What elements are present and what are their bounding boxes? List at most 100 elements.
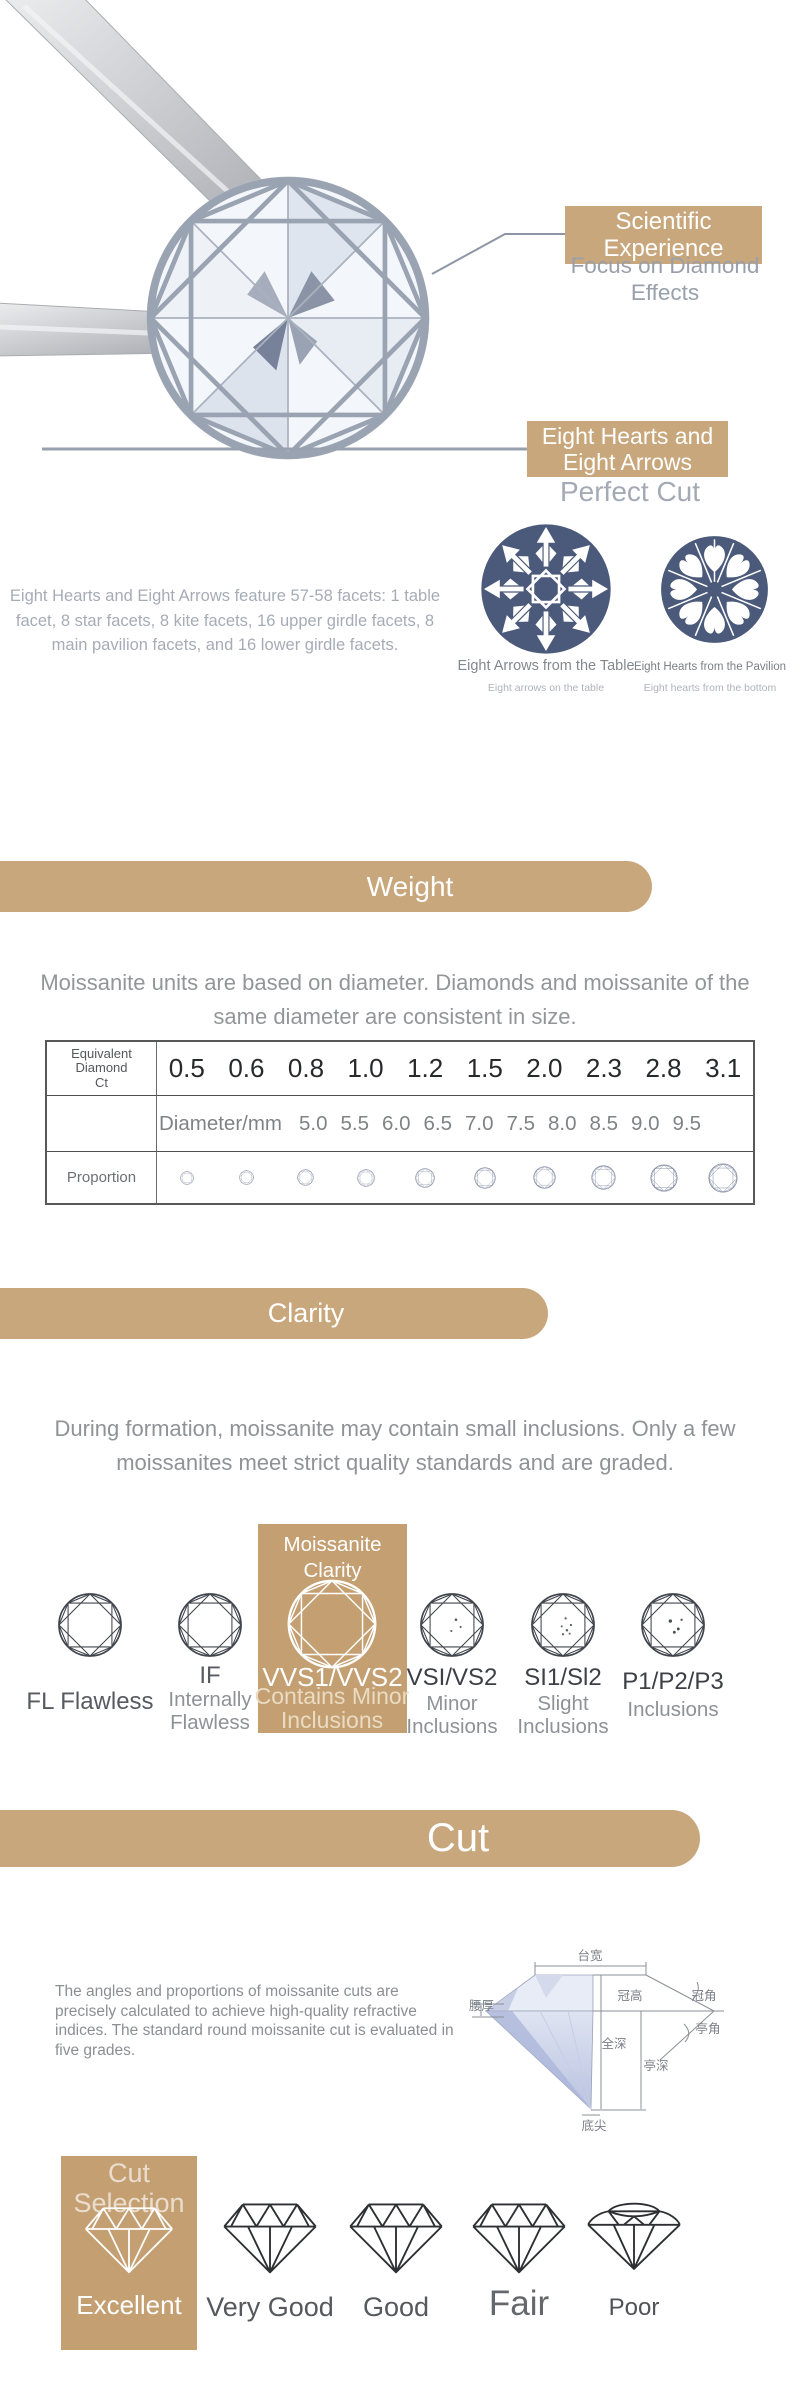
cut-selection-tag: Cut Selection (73, 2158, 185, 2218)
weight-heading-label: Weight (366, 870, 454, 902)
carat-value: 0.5 (168, 1053, 205, 1083)
carat-values-row: 0.5 0.6 0.8 1.0 1.2 1.5 2.0 2.3 2.8 3.1 (157, 1042, 753, 1096)
diameter-value: 5.0 (299, 1111, 328, 1135)
carat-value: 2.0 (526, 1053, 563, 1083)
clarity-grade-label: P1/P2/P3 (622, 1668, 724, 1695)
hearts-badge-caption: Eight Hearts from the Pavilion (633, 661, 787, 673)
moissanite-clarity-highlight-box (258, 1524, 407, 1733)
gem-size-icon (708, 1163, 738, 1192)
diagram-label-crown-angle: 冠角 (691, 1989, 716, 2003)
diagram-label-table-width: 台宽 (577, 1948, 602, 1963)
moissanite-clarity-tag: Moissanite Clarity (283, 1533, 382, 1582)
diagram-label-crown-height: 冠高 (617, 1988, 642, 2003)
clarity-grade-label-highlight: VVS1/VVS2 (262, 1662, 403, 1692)
clarity-gem-icon-vs (419, 1592, 485, 1658)
gem-size-icon (239, 1170, 254, 1185)
proportion-label: Proportion (66, 1169, 137, 1186)
diagram-label-pavilion-depth: 亭深 (643, 2058, 668, 2073)
gem-size-icon (650, 1163, 678, 1192)
clarity-grade-label: VSI/VS2 (406, 1664, 498, 1691)
clarity-grade-desc: Internally Flawless (168, 1688, 252, 1734)
cut-grade-label-fair: Fair (488, 2284, 550, 2323)
cut-section-heading: Cut (0, 1810, 700, 1867)
clarity-grade-desc: Slight Inclusions (517, 1692, 609, 1738)
proportion-label-cell: Proportion (47, 1152, 157, 1203)
diameter-value: 5.5 (340, 1111, 370, 1135)
cut-grade-icon-fair (467, 2196, 571, 2274)
gem-size-icon (297, 1169, 315, 1186)
callout-scientific-subtitle: Focus on Diamond Effects (570, 253, 760, 305)
diameter-label: Diameter/mm (159, 1111, 283, 1135)
clarity-gem-icon-if (177, 1592, 243, 1658)
weight-table: Equivalent Diamond Ct 0.5 0.6 0.8 1.0 1.… (45, 1040, 755, 1205)
corner-label-line3: Ct (95, 1074, 108, 1090)
cut-grade-icon-poor (582, 2196, 686, 2274)
clarity-section-heading: Clarity (0, 1288, 548, 1339)
arrows-badge-caption: Eight Arrows from the Table (457, 658, 635, 674)
corner-label-line2: Diamond (75, 1060, 128, 1076)
cut-grade-icon-good (344, 2196, 448, 2274)
clarity-grade-desc: Inclusions (627, 1698, 719, 1721)
diameter-value: 8.0 (548, 1111, 577, 1135)
clarity-gem-icon-fl (57, 1592, 123, 1658)
diagram-label-total-depth: 全深 (601, 2036, 626, 2051)
weight-intro-text: Moissanite units are based on diameter. … (40, 970, 750, 1029)
clarity-gem-icon-vvs (286, 1578, 378, 1670)
cut-grade-icon-excellent (81, 2200, 177, 2274)
cut-grade-label-very-good: Very Good (206, 2292, 334, 2322)
diamond-photo (146, 176, 430, 460)
clarity-grade-label: IF (199, 1662, 221, 1689)
clarity-gem-icon-p (640, 1592, 706, 1658)
weight-table-empty-cell (47, 1096, 157, 1152)
carat-value: 1.0 (347, 1053, 384, 1083)
cut-heading-label: Cut (426, 1816, 490, 1860)
gem-size-icon (533, 1166, 556, 1189)
cut-grade-icon-very-good (218, 2196, 322, 2274)
gem-size-icon (591, 1165, 617, 1190)
diameter-value: 9.5 (672, 1111, 702, 1135)
eight-hearts-badge-icon (660, 535, 769, 644)
diameter-value: 7.5 (506, 1111, 536, 1135)
diameter-value: 9.0 (631, 1111, 660, 1135)
corner-label-line1: Equivalent (71, 1045, 132, 1061)
carat-value: 0.6 (228, 1053, 265, 1083)
diameter-value: 7.0 (465, 1111, 494, 1135)
carat-value: 1.2 (407, 1053, 444, 1083)
cut-intro-text: The angles and proportions of moissanite… (55, 1983, 454, 2059)
diameter-value: 6.5 (423, 1111, 453, 1135)
clarity-gem-icon-si (530, 1592, 596, 1658)
clarity-grade-desc-highlight: Contains Minor Inclusions (254, 1683, 410, 1733)
eight-arrows-badge-icon (480, 523, 612, 655)
clarity-grade-label: SI1/Sl2 (524, 1664, 602, 1691)
carat-value: 1.5 (466, 1053, 503, 1083)
carat-value: 2.3 (585, 1053, 623, 1083)
carat-value: 3.1 (705, 1053, 742, 1083)
clarity-grade-desc: Minor Inclusions (406, 1692, 498, 1738)
cut-grade-label-good: Good (362, 2292, 430, 2322)
cut-proportion-diagram: 台宽 腰厚 冠高 冠角 亭角 全深 亭深 底尖 (469, 1948, 724, 2133)
diameter-value: 6.0 (382, 1111, 411, 1135)
facets-description: Eight Hearts and Eight Arrows feature 57… (9, 587, 441, 655)
clarity-intro-text: During formation, moissanite may contain… (54, 1416, 736, 1475)
proportion-gems-row (157, 1152, 753, 1203)
callout-perfect-cut-subtitle: Perfect Cut (559, 476, 701, 507)
diameter-value: 8.5 (589, 1111, 619, 1135)
gem-size-icon (474, 1166, 496, 1189)
gem-size-icon (180, 1170, 194, 1185)
diagram-label-girdle: 腰厚 (469, 1999, 494, 2013)
callout-hearts-arrows: Eight Hearts and Eight Arrows (527, 421, 728, 477)
gem-size-icon (415, 1167, 435, 1188)
carat-value: 0.8 (287, 1053, 325, 1083)
weight-table-corner-cell: Equivalent Diamond Ct (47, 1042, 157, 1096)
gem-size-icon (356, 1168, 375, 1187)
diagram-label-pavilion-angle: 亭角 (695, 2021, 720, 2036)
carat-value: 2.8 (645, 1053, 682, 1083)
arrows-badge-subcaption: Eight arrows on the table (487, 682, 605, 694)
clarity-heading-label: Clarity (267, 1298, 345, 1328)
callout-scientific-experience: Scientific Experience (565, 206, 762, 264)
hearts-badge-subcaption: Eight hearts from the bottom (643, 682, 777, 694)
diameter-row: Diameter/mm 5.0 5.5 6.0 6.5 7.0 7.5 8.0 … (157, 1096, 753, 1152)
weight-section-heading: Weight (0, 861, 652, 912)
cut-grade-label-poor: Poor (608, 2294, 660, 2321)
